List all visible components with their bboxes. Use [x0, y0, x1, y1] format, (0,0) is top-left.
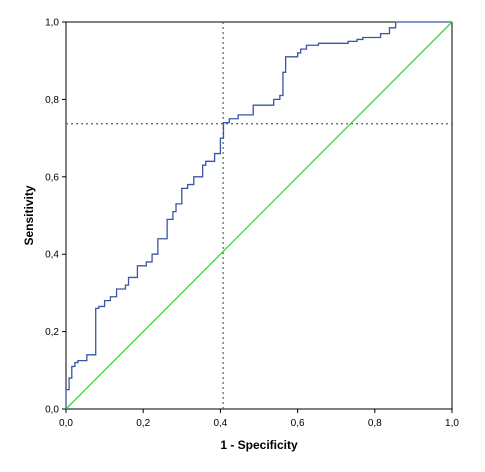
x-tick-label: 0,0 — [59, 418, 73, 429]
x-axis-title: 1 - Specificity — [220, 438, 298, 452]
x-tick-label: 0,4 — [213, 418, 227, 429]
plot-area — [65, 21, 453, 410]
y-tick-label: 1,0 — [45, 18, 59, 29]
series-layer — [65, 21, 453, 410]
roc-curve-line — [65, 21, 452, 409]
y-tick-label: 0,8 — [45, 95, 59, 106]
y-tick-label: 0,4 — [45, 250, 59, 261]
x-tick-label: 1,0 — [445, 418, 459, 429]
cutoff-lines — [66, 22, 452, 409]
y-tick-label: 0,6 — [45, 172, 59, 183]
x-tick-label: 0,2 — [136, 418, 150, 429]
x-tick-label: 0,6 — [291, 418, 305, 429]
reference-line-line — [65, 21, 453, 410]
axes: 0,0 0,2 0,4 0,6 0,8 1,0 0,0 0,2 0,4 0,6 0,8 1,0 — [45, 18, 459, 430]
y-tick-label: 0,2 — [45, 327, 59, 338]
y-tick-label: 0,0 — [45, 405, 59, 416]
x-tick-label: 0,8 — [368, 418, 382, 429]
y-axis-title: Sensitivity — [22, 185, 36, 245]
